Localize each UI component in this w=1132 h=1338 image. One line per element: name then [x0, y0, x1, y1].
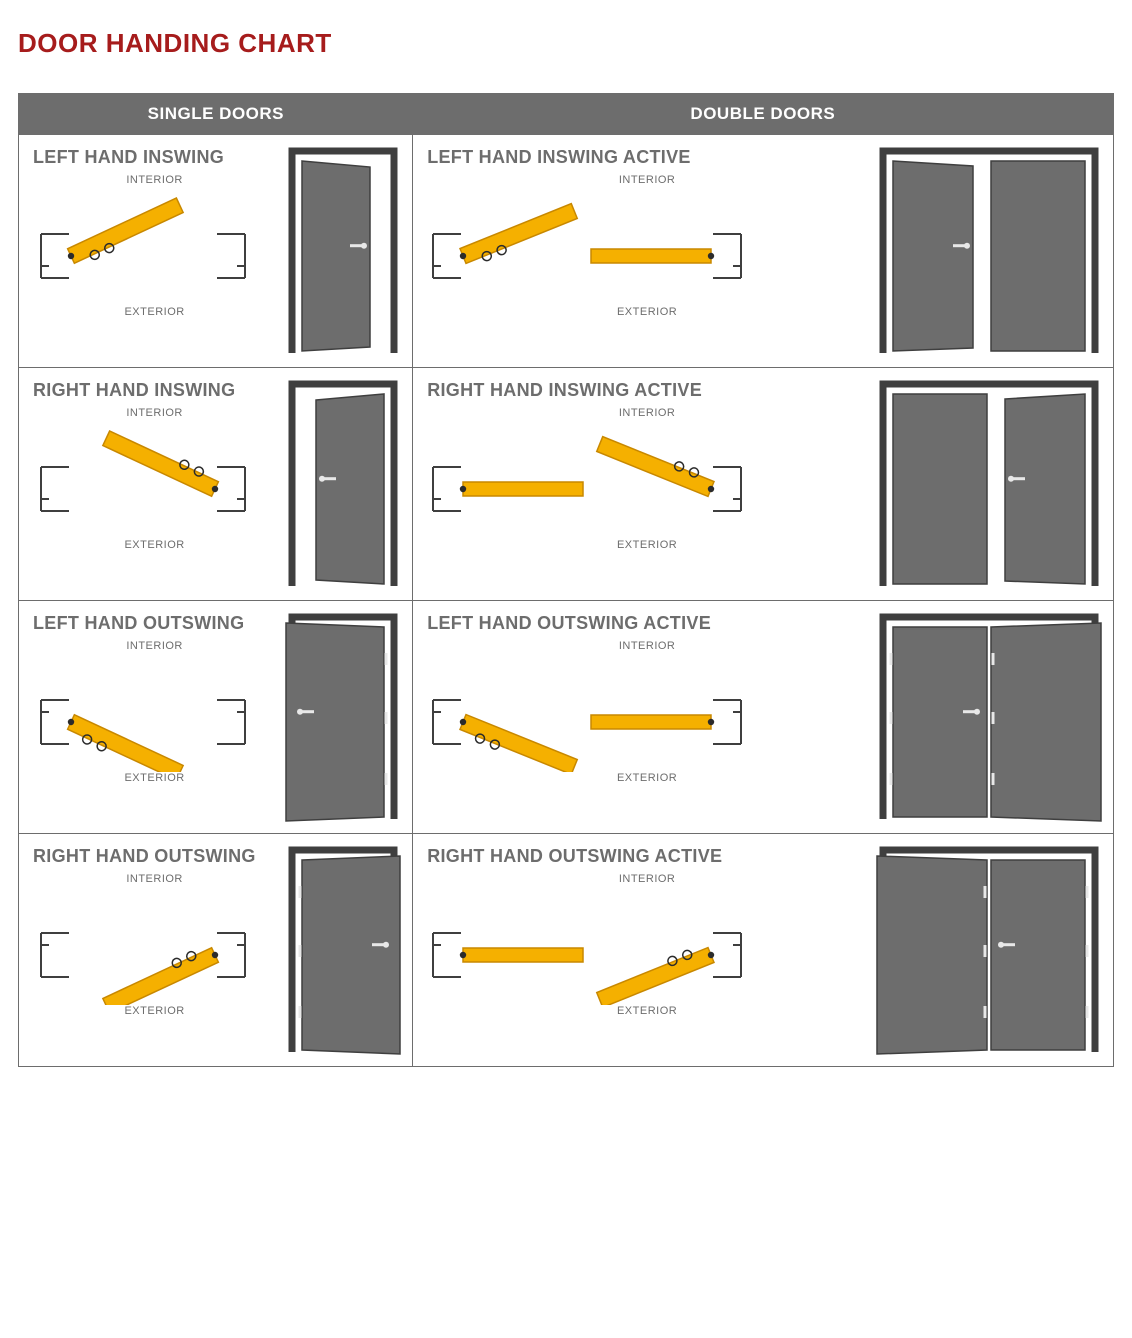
plan-diagram — [33, 419, 276, 539]
elevation-diagram — [879, 147, 1099, 357]
cell-double-2: LEFT HAND OUTSWING ACTIVE INTERIOR EXTER… — [427, 613, 1099, 823]
exterior-label: EXTERIOR — [427, 772, 867, 784]
interior-label: INTERIOR — [427, 407, 867, 419]
cell-double-3: RIGHT HAND OUTSWING ACTIVE INTERIOR EXTE… — [427, 846, 1099, 1056]
interior-label: INTERIOR — [427, 174, 867, 186]
handing-table: SINGLE DOORS DOUBLE DOORS LEFT HAND INSW… — [18, 93, 1114, 1067]
plan-diagram — [33, 652, 276, 772]
elevation-diagram — [288, 613, 398, 823]
interior-label: INTERIOR — [33, 407, 276, 419]
cell-title: RIGHT HAND INSWING — [33, 380, 276, 401]
interior-label: INTERIOR — [33, 640, 276, 652]
interior-label: INTERIOR — [33, 174, 276, 186]
cell-title: RIGHT HAND OUTSWING ACTIVE — [427, 846, 867, 867]
cell-title: LEFT HAND INSWING ACTIVE — [427, 147, 867, 168]
page-title: DOOR HANDING CHART — [18, 28, 1114, 59]
plan-diagram — [427, 885, 867, 1005]
cell-double-1: RIGHT HAND INSWING ACTIVE INTERIOR EXTER… — [427, 380, 1099, 590]
cell-single-3: RIGHT HAND OUTSWING INTERIOR EXTERIOR — [33, 846, 398, 1056]
exterior-label: EXTERIOR — [33, 1005, 276, 1017]
plan-diagram — [427, 419, 867, 539]
elevation-diagram — [879, 613, 1099, 823]
plan-diagram — [427, 186, 867, 306]
interior-label: INTERIOR — [33, 873, 276, 885]
exterior-label: EXTERIOR — [33, 772, 276, 784]
cell-title: LEFT HAND OUTSWING ACTIVE — [427, 613, 867, 634]
col-header-double: DOUBLE DOORS — [413, 94, 1114, 135]
elevation-diagram — [288, 846, 398, 1056]
plan-diagram — [33, 885, 276, 1005]
cell-single-2: LEFT HAND OUTSWING INTERIOR EXTERIOR — [33, 613, 398, 823]
cell-double-0: LEFT HAND INSWING ACTIVE INTERIOR EXTERI… — [427, 147, 1099, 357]
plan-diagram — [33, 186, 276, 306]
interior-label: INTERIOR — [427, 873, 867, 885]
elevation-diagram — [288, 380, 398, 590]
exterior-label: EXTERIOR — [427, 306, 867, 318]
cell-title: LEFT HAND INSWING — [33, 147, 276, 168]
cell-single-0: LEFT HAND INSWING INTERIOR EXTERIOR — [33, 147, 398, 357]
exterior-label: EXTERIOR — [427, 1005, 867, 1017]
exterior-label: EXTERIOR — [427, 539, 867, 551]
exterior-label: EXTERIOR — [33, 539, 276, 551]
cell-title: RIGHT HAND OUTSWING — [33, 846, 276, 867]
cell-title: LEFT HAND OUTSWING — [33, 613, 276, 634]
elevation-diagram — [879, 380, 1099, 590]
cell-title: RIGHT HAND INSWING ACTIVE — [427, 380, 867, 401]
exterior-label: EXTERIOR — [33, 306, 276, 318]
elevation-diagram — [879, 846, 1099, 1056]
interior-label: INTERIOR — [427, 640, 867, 652]
elevation-diagram — [288, 147, 398, 357]
col-header-single: SINGLE DOORS — [19, 94, 413, 135]
plan-diagram — [427, 652, 867, 772]
cell-single-1: RIGHT HAND INSWING INTERIOR EXTERIOR — [33, 380, 398, 590]
